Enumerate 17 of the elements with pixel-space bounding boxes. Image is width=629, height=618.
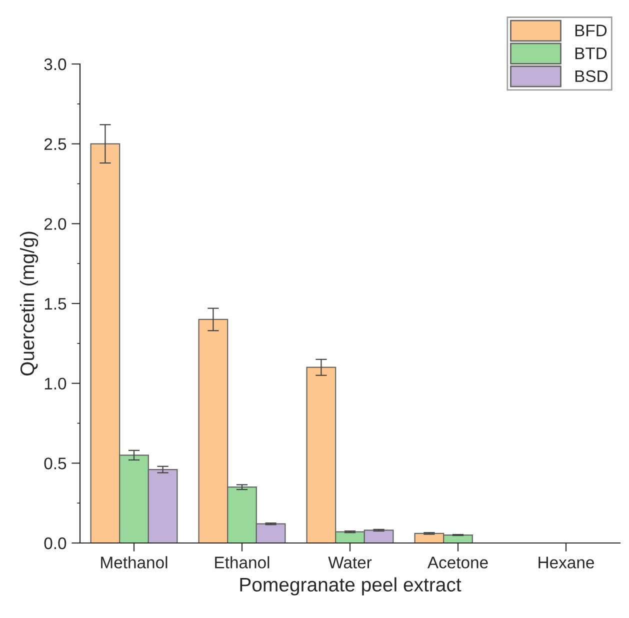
y-tick-label: 3.0 xyxy=(44,58,66,70)
x-tick-label: Acetone xyxy=(427,556,488,568)
y-tick-label: 2.5 xyxy=(44,138,66,150)
y-tick-label: 0.5 xyxy=(44,458,66,470)
x-axis-title: Pomegranate peel extract xyxy=(240,577,462,596)
y-tick-label: 0.0 xyxy=(44,537,66,550)
y-tick-label: 1.5 xyxy=(44,298,66,310)
y-tick-label: 2.0 xyxy=(44,218,66,230)
legend-label: BTD xyxy=(575,48,607,60)
legend-label: BFD xyxy=(575,24,607,36)
x-tick-label: Hexane xyxy=(538,556,594,568)
x-tick-label: Water xyxy=(328,556,372,568)
y-tick-label: 1.0 xyxy=(44,378,66,390)
legend-label: BSD xyxy=(575,70,608,82)
x-tick-label: Ethanol xyxy=(215,556,270,568)
x-tick-label: Methanol xyxy=(101,556,168,568)
y-axis-title: Quercetin (mg/g) xyxy=(20,232,38,376)
